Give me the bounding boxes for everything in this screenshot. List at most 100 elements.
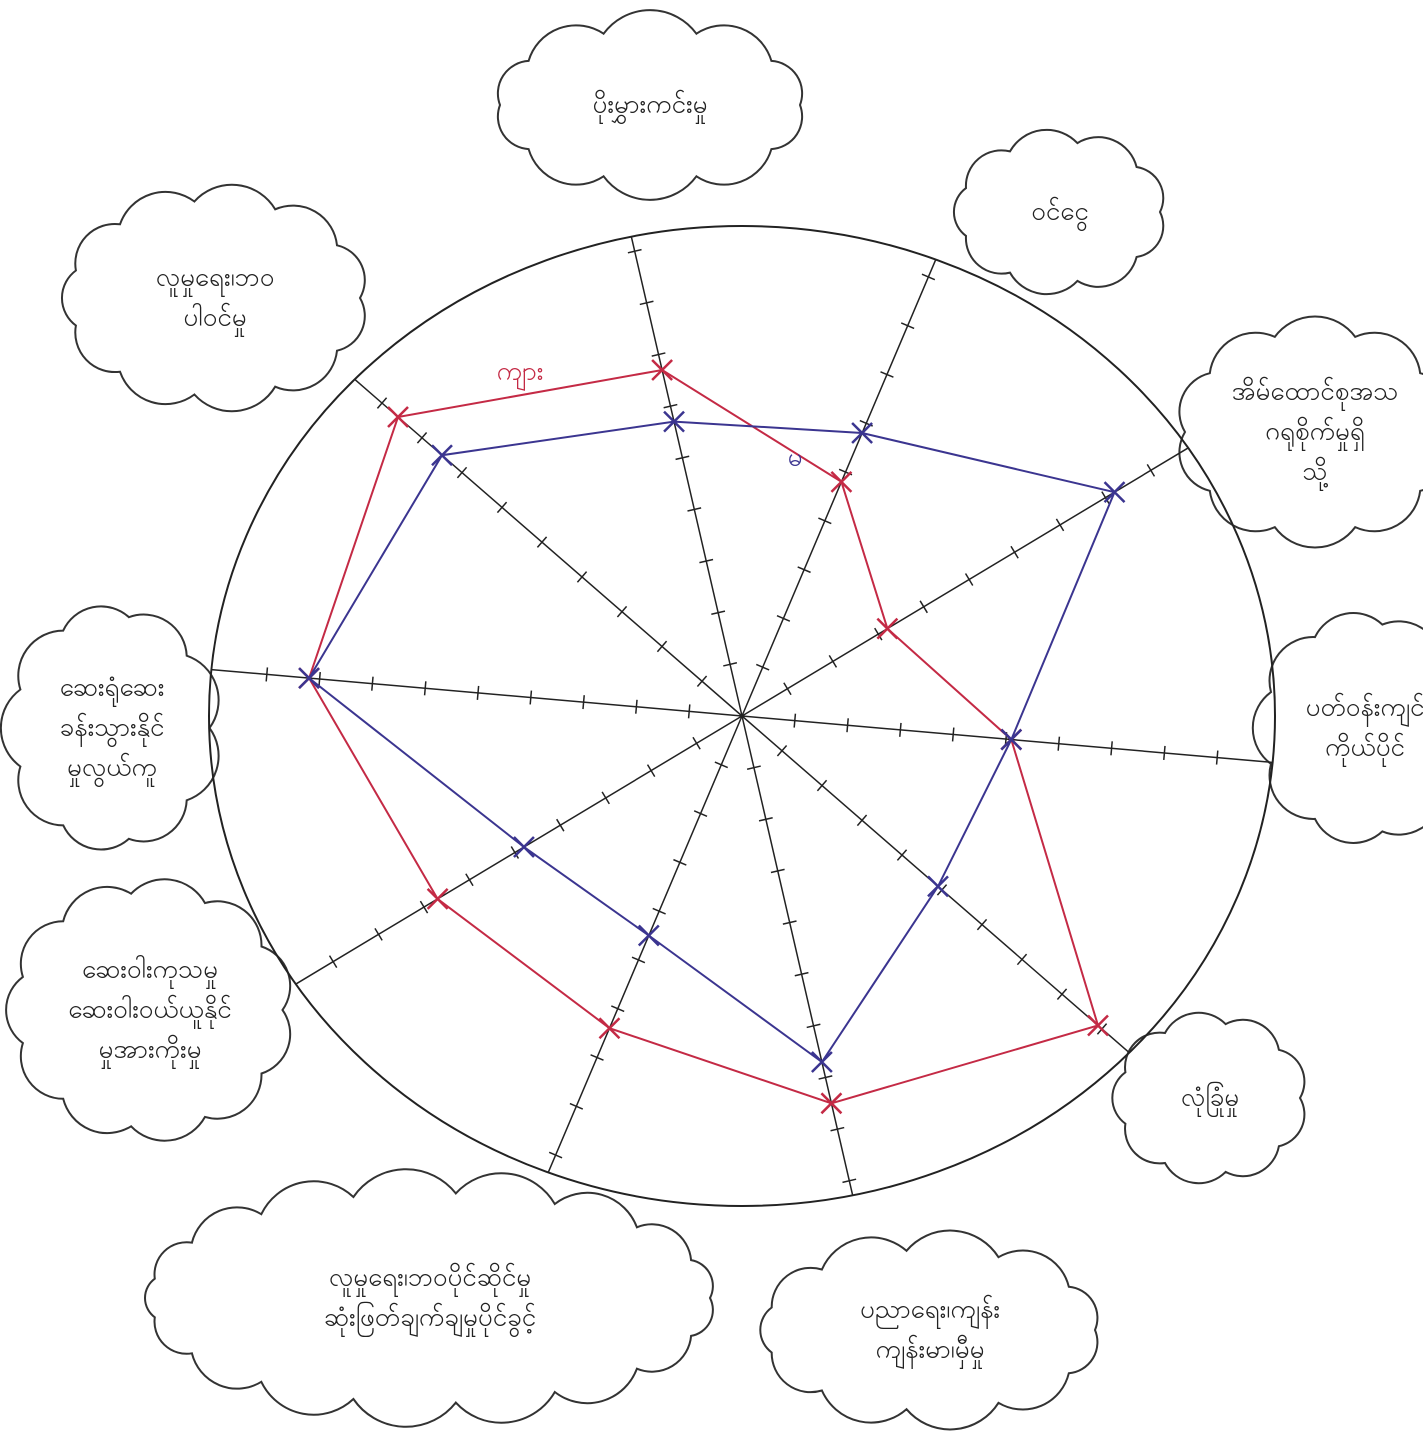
tick-mark: [856, 814, 868, 827]
tick-mark: [687, 507, 702, 512]
tick-mark: [828, 655, 838, 668]
tick-mark: [1110, 741, 1113, 756]
cloud: [0, 605, 220, 851]
axis-label: မှုအားကိုးမှု: [99, 1034, 202, 1070]
tick-mark: [601, 791, 610, 805]
tick-mark: [656, 640, 668, 653]
cloud: [143, 1168, 714, 1428]
spoke: [741, 715, 1273, 764]
spoke: [211, 668, 743, 717]
tick-mark: [755, 663, 770, 671]
data-point: [830, 470, 853, 493]
axis-label: ကျန်းမာ၊မှီမှု: [876, 1334, 985, 1370]
axis-label: ကိုယ်ပိုင်: [1325, 732, 1405, 768]
tick-mark: [846, 718, 849, 733]
tick-mark: [921, 273, 936, 281]
cloud: [953, 128, 1165, 296]
data-point: [637, 924, 660, 947]
tick-mark: [265, 667, 269, 682]
tick-mark: [880, 371, 894, 378]
data-point: [820, 1092, 843, 1115]
tick-mark: [548, 1151, 563, 1159]
axis-label: ဆေးဝါးဝယ်ယူနိုင်: [68, 994, 231, 1030]
tick-mark: [816, 779, 828, 792]
cloud: [5, 878, 292, 1142]
axis-label: ဆေးဝါးကုသမှု: [82, 954, 218, 990]
spoke: [547, 715, 743, 1173]
axis-label: ခန်းသွားနိုင်: [60, 712, 165, 748]
data-point: [387, 406, 409, 428]
tick-mark: [1010, 545, 1019, 559]
axis-label: ပတ်ဝန်းကျင်: [1306, 692, 1423, 728]
spoke: [295, 715, 743, 985]
tick-mark: [976, 918, 988, 931]
data-point: [298, 667, 320, 690]
data-point: [513, 836, 535, 858]
tick-mark: [627, 248, 642, 254]
spoke: [630, 236, 743, 717]
tick-mark: [806, 1023, 821, 1029]
radar-frame: [208, 225, 1276, 1207]
cloud: [496, 9, 804, 201]
tick-mark: [590, 1054, 604, 1061]
tick-mark: [830, 1126, 845, 1132]
tick-mark: [1146, 463, 1156, 477]
tick-mark: [556, 818, 565, 832]
spoke: [354, 378, 743, 717]
series-line: [307, 420, 1116, 1064]
tick-mark: [951, 727, 955, 742]
tick-mark: [510, 846, 520, 859]
axis-label: ဂရုစိုက်မှုရှိ: [1265, 416, 1365, 452]
tick-mark: [416, 432, 428, 444]
tick-mark: [692, 736, 701, 750]
tick-mark: [818, 1075, 833, 1080]
data-point: [426, 888, 449, 910]
tick-mark: [651, 352, 666, 357]
tick-mark: [758, 816, 773, 822]
axis-label: ပိုးမွှားကင်းမှု: [593, 89, 708, 125]
tick-mark: [783, 682, 792, 696]
series-label: မ: [788, 443, 803, 473]
cloud: [759, 1229, 1099, 1431]
tick-mark: [1055, 518, 1065, 532]
tick-mark: [896, 849, 908, 861]
axis-label: ပညာရေး၊ကျန်း: [860, 1294, 1000, 1330]
cloud: [1178, 315, 1423, 549]
axis-label: ဆေးရုံဆေး: [60, 673, 165, 708]
spoke: [741, 447, 1189, 717]
data-point: [663, 410, 685, 433]
data-point: [810, 1051, 833, 1073]
tick-mark: [652, 907, 666, 915]
tick-mark: [793, 713, 797, 728]
tick-mark: [465, 873, 474, 887]
tick-mark: [900, 322, 915, 330]
tick-mark: [1016, 953, 1028, 966]
data-point: [598, 1017, 621, 1040]
axis-label: ဝင်ငွေ: [1031, 196, 1089, 232]
tick-mark: [699, 558, 714, 564]
tick-mark: [616, 605, 628, 618]
data-point: [431, 444, 453, 467]
tick-mark: [776, 615, 791, 622]
cloud: [1251, 612, 1423, 844]
tick-mark: [423, 681, 427, 696]
tick-mark: [536, 536, 548, 548]
series-label: ကျား: [497, 357, 544, 392]
cloud: [1111, 1011, 1306, 1185]
tick-mark: [818, 517, 832, 525]
tick-mark: [675, 455, 690, 461]
tick-mark: [582, 695, 585, 710]
tick-mark: [714, 761, 729, 769]
tick-mark: [639, 300, 654, 306]
tick-mark: [529, 690, 533, 705]
data-point: [1087, 1014, 1109, 1037]
tick-mark: [782, 920, 797, 925]
tick-mark: [374, 927, 383, 941]
axis-label: လုံခြုံမှု: [1181, 1080, 1239, 1118]
data-point: [651, 359, 674, 381]
axis-label: အိမ်ထောင်စုအသ: [1232, 376, 1399, 412]
tick-mark: [419, 900, 429, 914]
tick-mark: [1057, 736, 1061, 751]
data-point: [851, 422, 873, 444]
tick-mark: [646, 764, 656, 777]
